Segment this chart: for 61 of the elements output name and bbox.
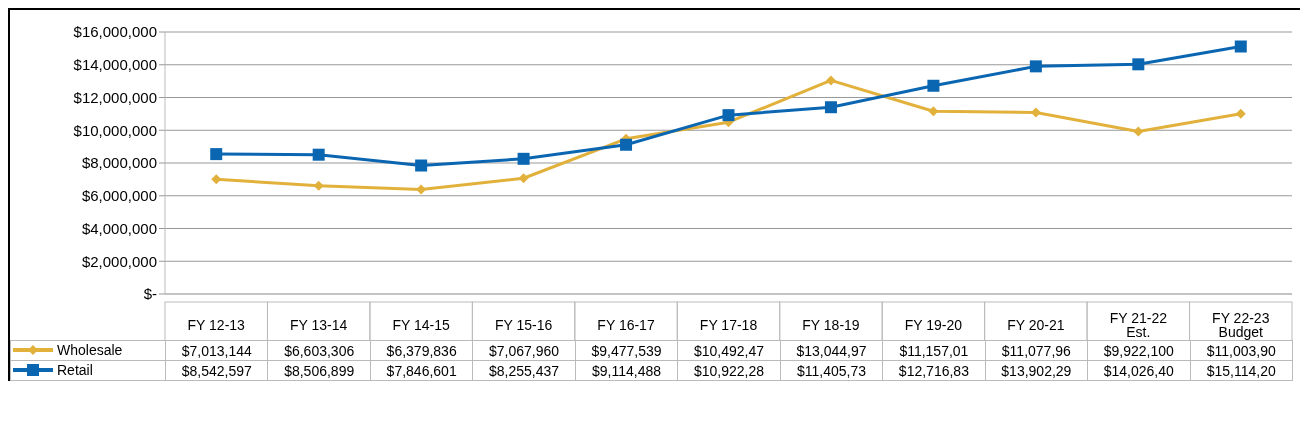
- point: [1235, 108, 1246, 119]
- x-tick-label: FY 13-14: [290, 316, 348, 333]
- y-tick-label: $6,000,000: [81, 187, 157, 205]
- point: [620, 138, 633, 151]
- x-tick-label: FY 14-15: [392, 316, 451, 333]
- x-tick-label: FY 20-21: [1007, 316, 1065, 333]
- data-label: $7,067,960: [472, 340, 576, 361]
- data-label: $6,379,836: [370, 340, 473, 361]
- point: [1133, 126, 1144, 137]
- legend-label: Wholesale: [57, 342, 123, 358]
- data-label: $15,114,20: [1190, 360, 1293, 381]
- point: [928, 106, 939, 117]
- data-label: $7,846,601: [370, 360, 473, 381]
- point: [312, 148, 325, 161]
- data-label: $8,542,597: [165, 360, 268, 381]
- point: [517, 152, 530, 165]
- point: [722, 109, 735, 122]
- data-label: $11,157,01: [882, 340, 986, 361]
- x-tick-label: FY 21-22 Est.: [1109, 309, 1168, 340]
- data-label: $10,922,28: [677, 360, 781, 381]
- x-tick-label: FY 15-16: [494, 316, 553, 333]
- data-label: $9,922,100: [1087, 340, 1191, 361]
- data-label: $13,044,97: [780, 340, 883, 361]
- data-label: $6,603,306: [267, 340, 371, 361]
- x-tick-label: FY 17-18: [699, 316, 758, 333]
- y-tick-label: $12,000,000: [73, 88, 157, 106]
- y-tick-label: $-: [143, 285, 157, 303]
- x-tick-label: FY 12-13: [187, 316, 246, 333]
- data-label: $8,506,899: [267, 360, 371, 381]
- point: [825, 75, 836, 86]
- point: [1132, 58, 1145, 71]
- data-label: $7,013,144: [165, 340, 268, 361]
- x-tick-label: FY 22-23 Budget: [1212, 309, 1270, 340]
- x-tick-label: FY 19-20: [904, 316, 963, 333]
- y-tick-label: $14,000,000: [73, 56, 157, 74]
- data-label: $14,026,40: [1087, 360, 1191, 381]
- y-tick-label: $10,000,000: [73, 121, 157, 139]
- data-label: $11,077,96: [985, 340, 1088, 361]
- legend-label: Retail: [57, 362, 93, 378]
- data-label: $13,902,29: [985, 360, 1088, 381]
- data-label: $11,405,73: [780, 360, 883, 381]
- x-tick-label: FY 16-17: [597, 316, 655, 333]
- point: [416, 184, 427, 195]
- point: [415, 159, 428, 172]
- y-tick-label: $16,000,000: [73, 23, 157, 41]
- point: [1029, 60, 1042, 73]
- data-label: $11,003,90: [1190, 340, 1293, 361]
- y-tick-label: $2,000,000: [81, 252, 157, 270]
- data-label: $8,255,437: [472, 360, 576, 381]
- point: [210, 148, 223, 161]
- point: [824, 101, 837, 114]
- y-tick-label: $8,000,000: [81, 154, 157, 172]
- point: [927, 79, 940, 92]
- data-label: $10,492,47: [677, 340, 781, 361]
- x-tick-label: FY 18-19: [802, 316, 860, 333]
- point: [1234, 40, 1247, 53]
- data-label: $9,477,539: [575, 340, 678, 361]
- y-tick-label: $4,000,000: [81, 219, 157, 237]
- point: [518, 173, 529, 184]
- data-label: $12,716,83: [882, 360, 986, 381]
- data-label: $9,114,488: [575, 360, 678, 381]
